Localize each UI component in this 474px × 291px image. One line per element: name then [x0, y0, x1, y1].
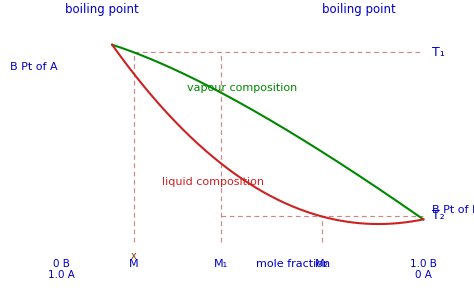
Text: mole fraction: mole fraction — [256, 258, 330, 269]
Text: vapour composition: vapour composition — [187, 83, 298, 93]
Text: 1.0 B
0 A: 1.0 B 0 A — [410, 258, 437, 280]
Text: M₁: M₁ — [214, 258, 228, 269]
Text: T₂: T₂ — [432, 209, 445, 222]
Text: M: M — [129, 258, 139, 269]
Text: liquid composition: liquid composition — [163, 177, 264, 187]
Text: T₁: T₁ — [432, 46, 445, 59]
Text: boiling point: boiling point — [322, 3, 396, 16]
Text: 0 B
1.0 A: 0 B 1.0 A — [48, 258, 75, 280]
Text: boiling point: boiling point — [65, 3, 139, 16]
Text: B Pt of A: B Pt of A — [10, 62, 58, 72]
Text: x: x — [131, 251, 137, 261]
Text: M₂: M₂ — [315, 258, 329, 269]
Text: B Pt of B: B Pt of B — [432, 205, 474, 215]
